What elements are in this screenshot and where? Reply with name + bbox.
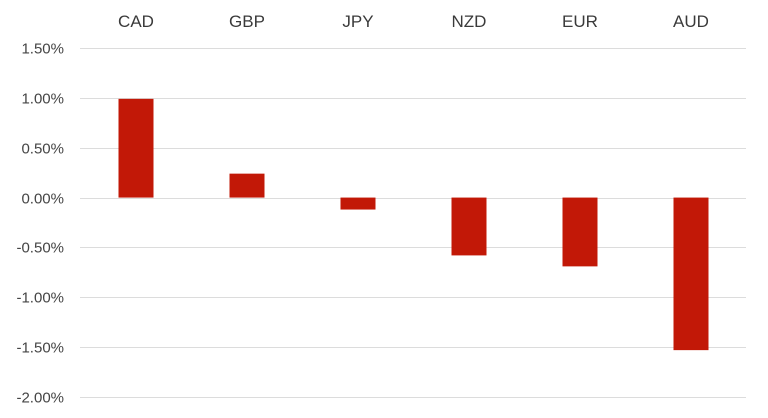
category-label-jpy: JPY: [342, 12, 373, 31]
y-tick-label: -2.00%: [16, 390, 64, 407]
category-label-aud: AUD: [673, 12, 709, 31]
bar-cad: [118, 98, 154, 198]
y-tick-label: 1.50%: [21, 41, 64, 58]
category-label-eur: EUR: [562, 12, 598, 31]
bars: [118, 98, 709, 351]
y-tick-label: -1.00%: [16, 290, 64, 307]
y-tick-label: -1.50%: [16, 340, 64, 357]
bar-nzd: [451, 197, 487, 256]
bar-gbp: [229, 173, 265, 198]
y-tick-label: 1.00%: [21, 91, 64, 108]
category-label-cad: CAD: [118, 12, 154, 31]
bar-aud: [673, 197, 709, 351]
y-tick-label: 0.50%: [21, 141, 64, 158]
y-tick-label: 0.00%: [21, 191, 64, 208]
category-label-nzd: NZD: [452, 12, 487, 31]
y-axis-tick-labels: 1.50% 1.00% 0.50% 0.00% -0.50% -1.00% -1.50% -2…: [16, 41, 64, 407]
category-labels: CAD GBP JPY NZD EUR AUD: [118, 12, 709, 31]
bar-eur: [562, 197, 598, 267]
bar-jpy: [340, 197, 376, 210]
category-label-gbp: GBP: [229, 12, 265, 31]
gridlines: [80, 48, 746, 398]
y-tick-label: -0.50%: [16, 240, 64, 257]
